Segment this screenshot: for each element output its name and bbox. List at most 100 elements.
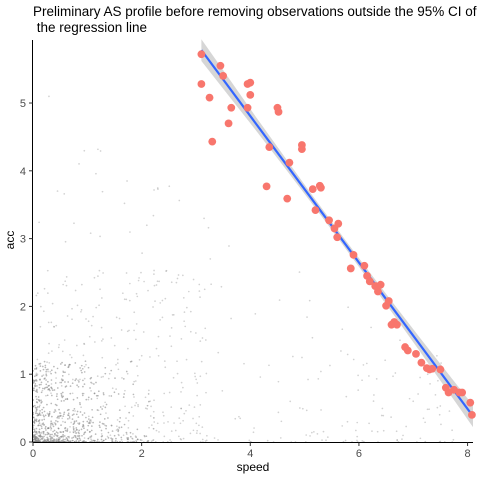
background-point xyxy=(183,311,186,313)
background-point xyxy=(105,425,108,427)
background-point xyxy=(81,434,83,437)
background-point xyxy=(66,315,69,317)
background-point xyxy=(51,350,53,352)
background-point xyxy=(75,420,78,422)
background-point xyxy=(92,315,94,318)
background-point xyxy=(115,316,118,319)
background-point xyxy=(50,369,53,372)
background-point xyxy=(309,435,311,437)
background-point xyxy=(84,431,87,433)
background-points xyxy=(32,95,455,443)
background-point xyxy=(174,429,177,432)
background-point xyxy=(96,438,99,441)
background-point xyxy=(131,437,133,440)
background-point xyxy=(118,434,120,437)
background-point xyxy=(49,389,51,392)
background-point xyxy=(101,408,104,410)
background-point xyxy=(59,381,61,384)
background-point xyxy=(55,395,58,398)
background-point xyxy=(422,417,425,420)
background-point xyxy=(405,425,407,428)
background-point xyxy=(43,287,46,290)
data-point xyxy=(466,398,475,407)
background-point xyxy=(164,297,167,300)
background-point xyxy=(33,381,35,383)
background-point xyxy=(104,406,107,409)
background-point xyxy=(75,432,78,434)
background-point xyxy=(436,406,439,409)
background-point xyxy=(111,439,114,442)
background-point xyxy=(67,414,70,417)
background-point xyxy=(49,436,52,438)
background-point xyxy=(58,438,60,441)
background-point xyxy=(439,440,442,443)
background-point xyxy=(50,429,52,431)
background-point xyxy=(110,395,113,397)
background-point xyxy=(175,281,178,284)
background-point xyxy=(50,372,52,375)
background-point xyxy=(38,413,41,415)
background-point xyxy=(62,379,64,381)
background-point xyxy=(109,434,112,437)
background-point xyxy=(91,425,93,427)
background-point xyxy=(36,388,38,391)
background-point xyxy=(75,440,78,443)
background-point xyxy=(59,415,62,417)
background-point xyxy=(71,418,74,420)
background-point xyxy=(40,437,43,440)
background-point xyxy=(68,373,70,376)
background-point xyxy=(170,281,173,284)
data-point xyxy=(219,71,228,80)
data-point xyxy=(197,80,206,88)
background-point xyxy=(83,371,86,373)
background-point xyxy=(253,427,255,429)
data-point xyxy=(283,194,292,203)
background-point xyxy=(316,433,319,435)
background-point xyxy=(55,377,57,379)
background-point xyxy=(54,439,57,442)
background-point xyxy=(440,423,442,426)
background-point xyxy=(76,435,79,437)
background-point xyxy=(96,440,99,443)
data-point xyxy=(346,264,355,273)
background-point xyxy=(95,394,98,397)
data-point xyxy=(334,219,343,228)
background-point xyxy=(73,222,75,225)
background-point xyxy=(125,417,127,420)
background-point xyxy=(199,403,202,406)
background-point xyxy=(147,440,150,442)
background-point xyxy=(50,392,52,395)
background-point xyxy=(98,304,100,307)
background-point xyxy=(72,427,75,430)
background-point xyxy=(41,387,44,390)
background-point xyxy=(61,417,64,420)
background-point xyxy=(133,396,135,398)
background-point xyxy=(35,294,38,297)
background-point xyxy=(36,437,39,439)
background-point xyxy=(102,272,104,274)
background-point xyxy=(38,383,41,386)
background-point xyxy=(76,397,79,399)
background-point xyxy=(268,364,270,367)
background-point xyxy=(195,432,198,434)
background-point xyxy=(78,163,80,165)
background-point xyxy=(110,424,113,427)
background-point xyxy=(54,403,57,406)
background-point xyxy=(198,283,201,286)
background-point xyxy=(205,391,207,394)
background-point xyxy=(40,427,43,430)
highlighted-points xyxy=(197,50,476,419)
background-point xyxy=(82,379,84,382)
data-point xyxy=(285,158,294,167)
background-point xyxy=(94,341,96,343)
background-point xyxy=(163,360,166,362)
background-point xyxy=(196,382,199,384)
data-point xyxy=(333,233,342,242)
background-point xyxy=(69,385,72,387)
background-point xyxy=(199,375,202,378)
background-point xyxy=(102,423,105,425)
background-point xyxy=(192,429,195,432)
background-point xyxy=(320,370,322,373)
background-point xyxy=(57,346,60,349)
